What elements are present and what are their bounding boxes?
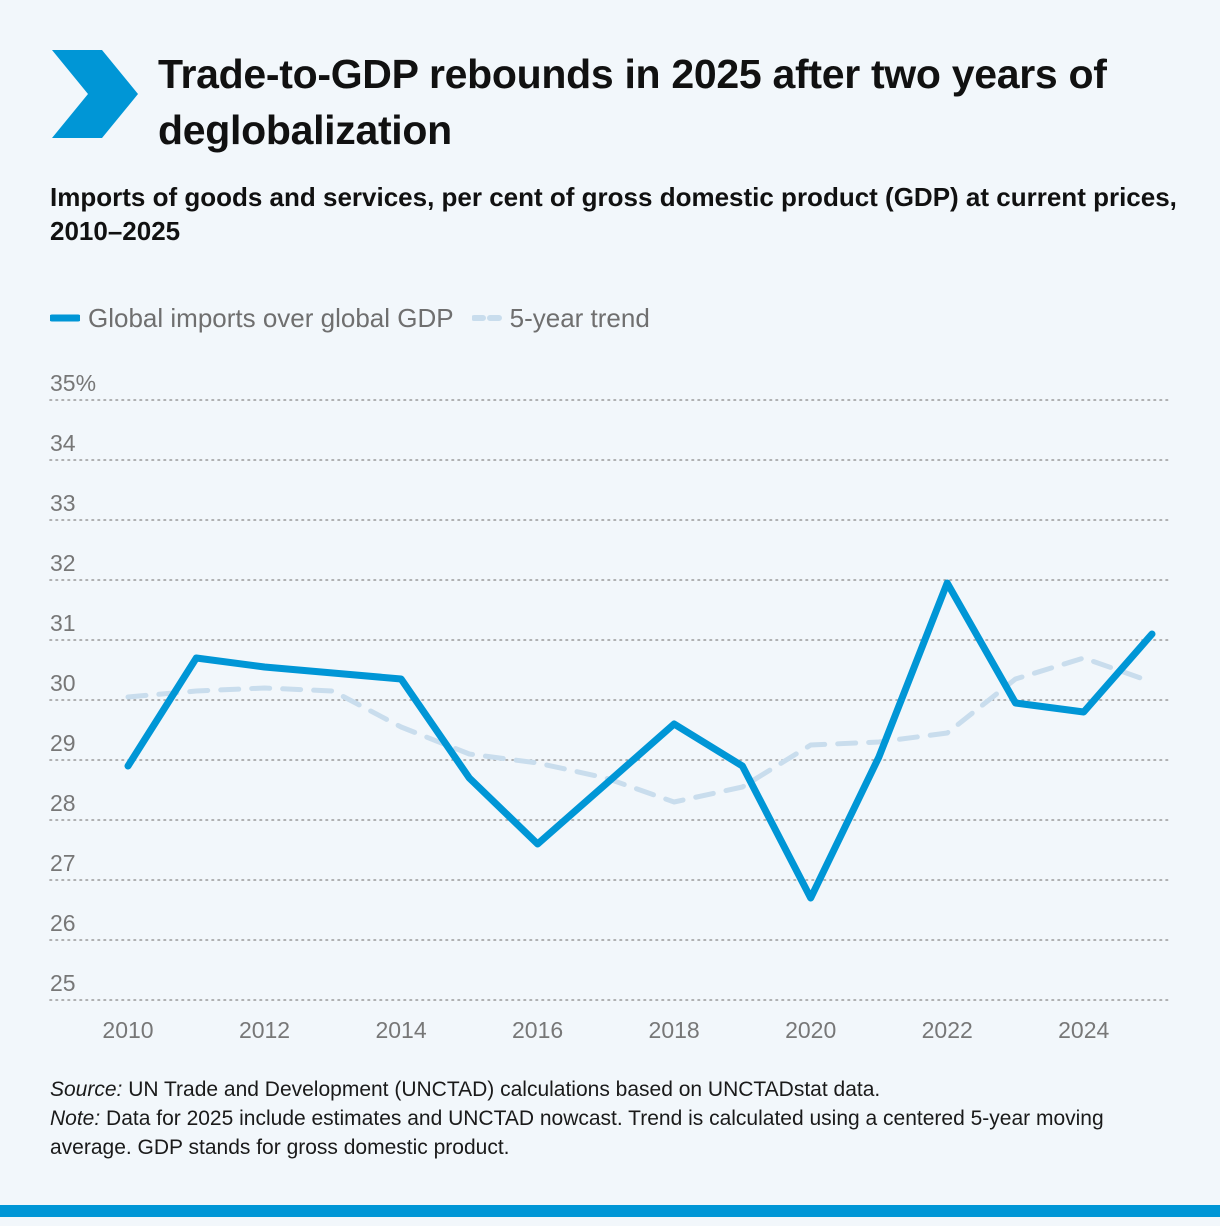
legend-label-imports: Global imports over global GDP	[88, 302, 454, 333]
x-axis-ticks: 2010 2012 2014 2016 2018 2020 2022 2024	[102, 1017, 1109, 1043]
x-tick-label: 2022	[922, 1017, 973, 1043]
legend-label-trend: 5-year trend	[509, 302, 650, 333]
source-text: UN Trade and Development (UNCTAD) calcul…	[122, 1078, 881, 1101]
y-tick-label: 28	[50, 790, 76, 816]
x-tick-label: 2024	[1058, 1017, 1109, 1043]
chart-subtitle: Imports of goods and services, per cent …	[50, 182, 1177, 246]
legend-item-trend: 5-year trend	[471, 302, 650, 334]
source-label: Source:	[50, 1078, 123, 1101]
note-text: Data for 2025 include estimates and UNCT…	[50, 1107, 1104, 1159]
y-tick-label: 29	[50, 730, 76, 756]
y-tick-label: 33	[50, 490, 76, 516]
page-title: Trade-to-GDP rebounds in 2025 after two …	[158, 51, 1107, 153]
legend-swatch-solid	[50, 314, 80, 322]
legend-swatch-dashed	[471, 315, 502, 321]
x-tick-label: 2012	[239, 1017, 290, 1043]
y-tick-label: 35%	[50, 370, 96, 396]
note-label: Note:	[50, 1107, 101, 1130]
series-lines	[124, 579, 1156, 902]
note-line: Note: Data for 2025 include estimates an…	[50, 1104, 1180, 1162]
y-tick-label: 31	[50, 610, 76, 636]
y-tick-label: 32	[50, 550, 76, 576]
y-axis-ticks: 35% 34 33 32 31 30 29 28 27 26 25	[50, 370, 96, 996]
chart-footnote: Source: UN Trade and Development (UNCTAD…	[50, 1075, 1180, 1162]
grid-lines	[49, 399, 1169, 1001]
y-tick-label: 26	[50, 910, 76, 936]
chevron-right-icon	[52, 50, 138, 138]
imports-line	[124, 579, 1156, 902]
line-chart: 35% 34 33 32 31 30 29 28 27 26 25 2010 2012 2014 2016…	[49, 370, 1169, 1043]
bottom-accent-bar	[0, 1205, 1220, 1217]
x-tick-label: 2020	[785, 1017, 836, 1043]
chart-legend: Global imports over global GDP 5-year tr…	[50, 300, 668, 336]
x-tick-label: 2018	[649, 1017, 700, 1043]
x-tick-label: 2016	[512, 1017, 563, 1043]
y-tick-label: 27	[50, 850, 76, 876]
legend-item-imports: Global imports over global GDP	[50, 303, 454, 334]
y-tick-label: 30	[50, 670, 76, 696]
x-tick-label: 2010	[102, 1017, 153, 1043]
y-tick-label: 25	[50, 970, 76, 996]
trend-line	[125, 655, 1155, 805]
source-line: Source: UN Trade and Development (UNCTAD…	[50, 1075, 1180, 1104]
y-tick-label: 34	[50, 430, 76, 456]
x-tick-label: 2014	[375, 1017, 426, 1043]
